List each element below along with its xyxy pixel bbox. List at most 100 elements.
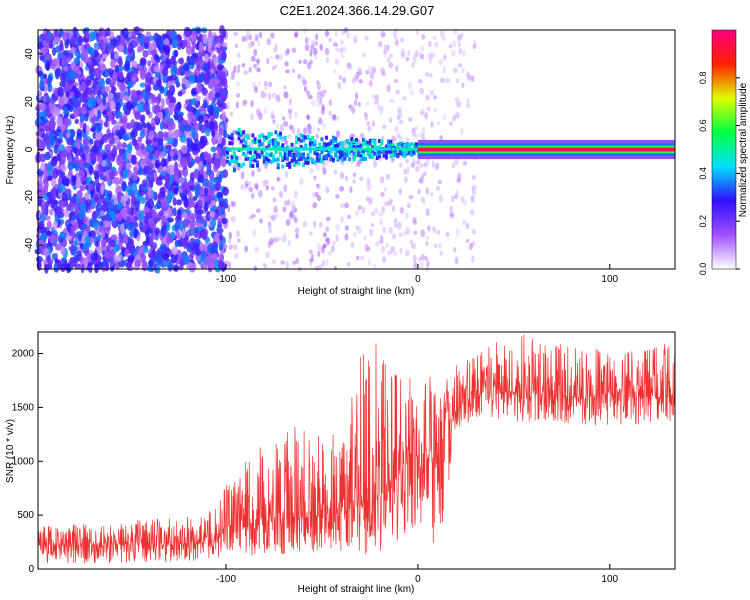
- heatmap-cell: [285, 153, 289, 158]
- heatmap-cell: [258, 153, 262, 158]
- heatmap-cell: [342, 77, 346, 84]
- heatmap-cell: [138, 35, 145, 46]
- heatmap-cell: [337, 81, 342, 90]
- heatmap-cell: [237, 147, 241, 151]
- heatmap-cell: [231, 70, 236, 78]
- heatmap-cell: [352, 139, 356, 144]
- heatmap-cell: [101, 42, 106, 52]
- heatmap-cell: [295, 140, 299, 145]
- snr-x-ticks: -100 0 100: [216, 564, 619, 585]
- heatmap-cell: [162, 201, 168, 210]
- heatmap-cell: [102, 53, 108, 60]
- heatmap-cell: [147, 60, 152, 67]
- heatmap-cell: [288, 112, 292, 120]
- heatmap-cell: [253, 153, 257, 158]
- heatmap-cell: [100, 239, 107, 247]
- heatmap-cell: [399, 206, 405, 215]
- heatmap-cell: [421, 34, 426, 40]
- heatmap-cell: [283, 147, 287, 151]
- heatmap-cell: [220, 71, 226, 79]
- heatmap-cell: [43, 247, 50, 257]
- heatmap-cell: [165, 235, 172, 245]
- heatmap-cell: [179, 123, 185, 132]
- heatmap-cell: [273, 205, 278, 214]
- heatmap-cell: [452, 114, 456, 122]
- heatmap-cell: [84, 236, 91, 244]
- heatmap-cell: [226, 150, 230, 155]
- heatmap-cell: [60, 164, 67, 172]
- heatmap-cell: [267, 153, 271, 158]
- heatmap-cell: [272, 154, 276, 159]
- heatmap-cell: [75, 195, 80, 204]
- heatmap-cell: [157, 93, 162, 103]
- heatmap-cell: [348, 147, 352, 151]
- heatmap-cell: [143, 103, 149, 112]
- heatmap-cell: [202, 99, 208, 109]
- heatmap-cell: [44, 215, 51, 221]
- heatmap-y-tick-label: -20: [24, 190, 35, 205]
- heatmap-cell: [67, 161, 75, 171]
- heatmap-cell: [274, 130, 278, 135]
- heatmap-cell: [253, 149, 257, 154]
- heatmap-cell: [272, 65, 276, 71]
- heatmap-cell: [218, 127, 224, 136]
- heatmap-cell: [167, 129, 175, 138]
- heatmap-cell: [305, 90, 310, 96]
- heatmap-cell: [318, 158, 322, 163]
- heatmap-cell: [399, 37, 404, 43]
- heatmap-cell: [182, 211, 188, 218]
- heatmap-cell: [371, 154, 375, 159]
- heatmap-cell: [250, 193, 255, 199]
- heatmap-cell: [274, 150, 278, 155]
- heatmap-cell: [416, 160, 420, 165]
- heatmap-cell: [331, 147, 335, 151]
- heatmap-cell: [160, 227, 167, 237]
- heatmap-cell: [371, 149, 375, 154]
- heatmap-cell: [156, 180, 163, 186]
- heatmap-cell: [465, 222, 470, 230]
- heatmap-cell: [391, 135, 396, 142]
- heatmap-cell: [418, 78, 423, 84]
- heatmap-cell: [361, 151, 365, 156]
- heatmap-cell: [59, 96, 65, 106]
- heatmap-cell: [49, 103, 55, 115]
- heatmap-cell: [267, 147, 271, 151]
- heatmap-cell: [471, 174, 476, 181]
- heatmap-cell: [233, 65, 237, 73]
- heatmap-cell: [156, 199, 162, 210]
- heatmap-cell: [375, 147, 379, 151]
- heatmap-cell: [272, 158, 276, 163]
- heatmap-cell: [148, 252, 155, 259]
- heatmap-cell: [131, 60, 138, 68]
- heatmap-cell: [184, 72, 190, 78]
- heatmap-cell: [52, 167, 59, 179]
- heatmap-cell: [160, 158, 167, 168]
- heatmap-cell: [45, 96, 51, 103]
- heatmap-cell: [117, 57, 122, 64]
- heatmap-cell: [407, 143, 411, 148]
- heatmap-cell: [72, 67, 80, 73]
- heatmap-cell: [357, 205, 362, 211]
- heatmap-cell: [349, 64, 353, 70]
- heatmap-cell: [109, 30, 114, 40]
- heatmap-cell: [327, 147, 331, 151]
- heatmap-cell: [334, 138, 338, 143]
- heatmap-cell: [436, 120, 441, 126]
- heatmap-cell: [154, 150, 160, 160]
- heatmap-cell: [272, 197, 277, 203]
- heatmap-cell: [313, 175, 317, 180]
- heatmap-cell: [299, 177, 304, 186]
- heatmap-cell: [118, 178, 124, 185]
- heatmap-cell: [271, 92, 277, 99]
- heatmap-cell: [328, 110, 332, 117]
- colorbar-tick-label: 0.6: [698, 119, 708, 132]
- heatmap-cell: [218, 252, 225, 261]
- heatmap-cell: [113, 92, 118, 103]
- heatmap-cell: [311, 147, 315, 151]
- snr-y-tick-label: 2000: [12, 349, 35, 360]
- heatmap-cell: [295, 147, 299, 151]
- heatmap-cell: [283, 91, 289, 99]
- heatmap-cell: [304, 147, 308, 151]
- heatmap-cell: [240, 171, 245, 180]
- heatmap-cell: [194, 188, 200, 199]
